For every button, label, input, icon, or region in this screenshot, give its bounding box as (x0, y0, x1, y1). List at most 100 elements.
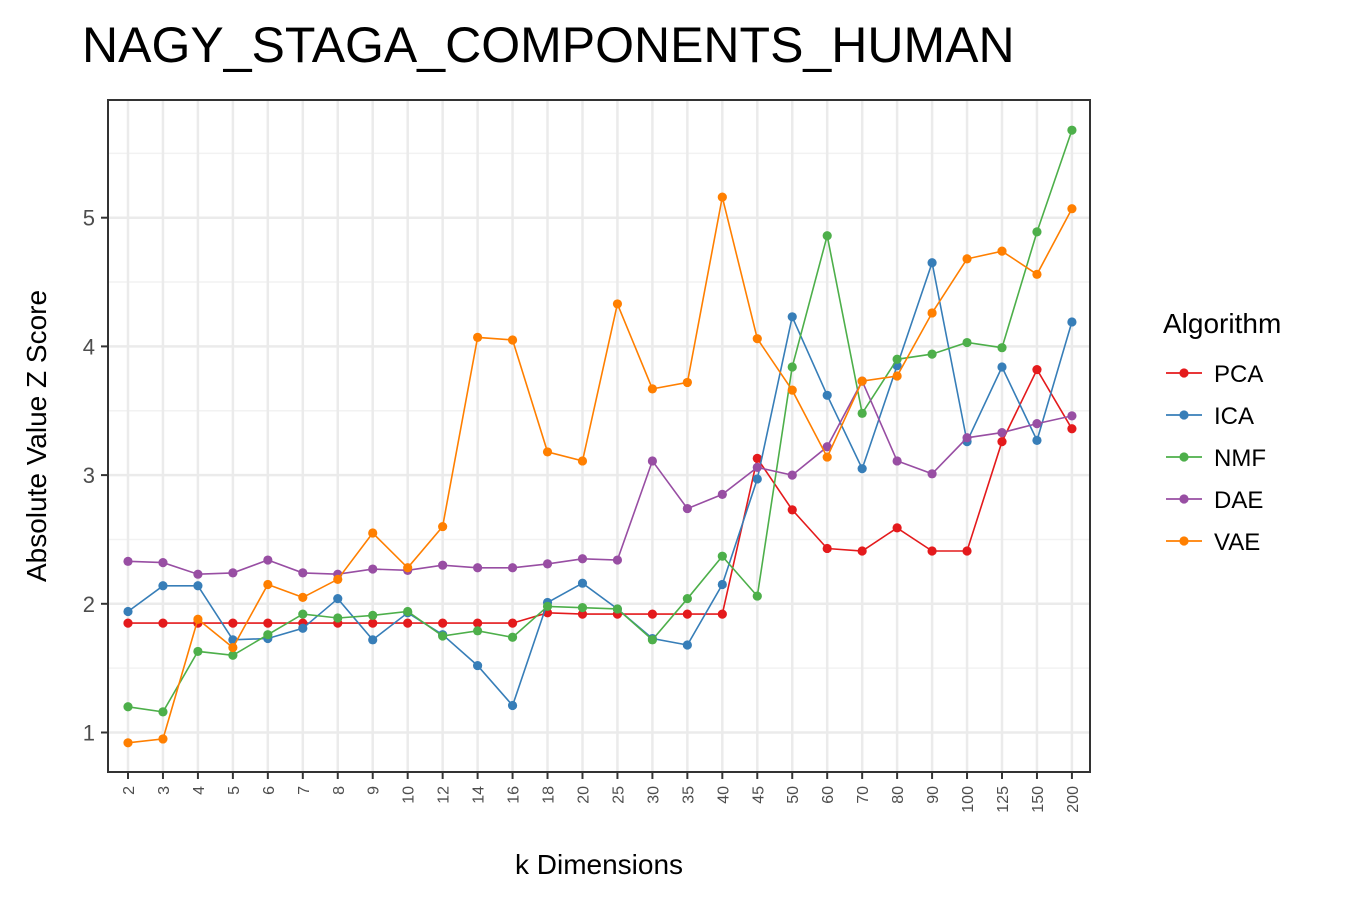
data-point-ica (193, 581, 203, 591)
data-point-vae (473, 332, 483, 342)
data-point-vae (403, 563, 413, 573)
grid-major (108, 100, 1090, 772)
data-point-nmf (263, 630, 273, 640)
data-point-dae (368, 564, 378, 574)
legend-title: Algorithm (1163, 308, 1281, 339)
data-point-vae (1032, 269, 1042, 279)
series-line-nmf (127, 129, 1073, 713)
data-point-nmf (123, 702, 133, 712)
x-tick-label: 200 (1065, 786, 1082, 813)
y-tick-label: 2 (83, 592, 95, 617)
data-point-dae (787, 470, 797, 480)
x-tick-label: 35 (680, 786, 697, 804)
series-pca (123, 364, 1077, 628)
data-point-ica (927, 258, 937, 268)
x-tick-label: 10 (401, 786, 418, 804)
legend: Algorithm PCA ICA NMF DAE VAE (1163, 308, 1281, 556)
y-axis-label: Absolute Value Z Score (21, 290, 52, 582)
data-point-nmf (368, 610, 378, 620)
series-line-vae (127, 196, 1073, 744)
series-ica (123, 258, 1077, 711)
data-point-vae (787, 385, 797, 395)
series-dae (123, 376, 1077, 579)
y-axis: 1 2 3 4 5 (83, 206, 108, 746)
data-point-pca (123, 618, 133, 628)
data-point-vae (507, 335, 518, 345)
data-point-nmf (787, 362, 797, 372)
data-point-dae (822, 442, 832, 452)
series-line-dae (127, 379, 1073, 576)
legend-label: DAE (1214, 487, 1263, 514)
x-tick-label: 18 (541, 786, 558, 804)
plot-panel-border (107, 99, 1091, 773)
y-tick-label: 3 (83, 463, 95, 488)
data-point-vae (752, 334, 762, 344)
data-point-dae (542, 559, 553, 569)
data-point-ica (787, 312, 797, 322)
legend-key-point (1179, 410, 1189, 420)
data-point-dae (962, 433, 972, 443)
data-point-dae (1067, 411, 1077, 421)
data-point-ica (333, 594, 343, 604)
legend-item-ica: ICA (1166, 403, 1254, 430)
data-point-ica (507, 700, 518, 711)
data-point-ica (473, 660, 483, 671)
data-point-ica (298, 623, 308, 633)
data-point-pca (962, 546, 972, 556)
data-point-nmf (857, 408, 867, 418)
data-point-vae (997, 246, 1007, 256)
data-point-pca (997, 437, 1007, 447)
data-point-vae (892, 371, 902, 381)
data-point-nmf (507, 632, 518, 642)
x-tick-label: 7 (296, 786, 313, 795)
data-point-nmf (682, 594, 692, 604)
y-tick-label: 5 (83, 206, 95, 231)
x-tick-label: 8 (331, 786, 348, 795)
data-point-nmf (193, 646, 203, 657)
data-point-nmf (1032, 227, 1042, 237)
data-point-ica (822, 390, 832, 400)
data-point-vae (962, 254, 972, 264)
x-tick-label: 3 (156, 786, 173, 795)
data-point-pca (158, 618, 168, 628)
data-point-ica (997, 362, 1007, 372)
x-tick-label: 25 (610, 786, 627, 804)
data-point-ica (123, 606, 133, 617)
data-point-nmf (333, 613, 343, 623)
legend-label: ICA (1214, 403, 1254, 430)
data-point-dae (927, 469, 937, 479)
y-tick-label: 1 (83, 721, 95, 746)
data-point-vae (368, 528, 378, 538)
data-point-nmf (158, 707, 168, 717)
data-point-nmf (962, 337, 972, 348)
data-point-dae (507, 563, 518, 573)
data-point-dae (298, 568, 308, 578)
data-point-nmf (647, 635, 658, 645)
legend-item-pca: PCA (1166, 361, 1263, 388)
data-point-dae (123, 556, 133, 566)
data-point-vae (612, 299, 623, 309)
data-point-pca (752, 453, 762, 463)
x-tick-label: 50 (785, 786, 802, 804)
data-point-nmf (997, 343, 1007, 353)
data-point-pca (892, 523, 902, 533)
data-point-vae (822, 452, 832, 462)
x-tick-label: 80 (890, 786, 907, 804)
data-point-nmf (577, 603, 588, 613)
series-line-pca (128, 367, 1073, 624)
x-tick-label: 45 (750, 786, 767, 804)
data-point-dae (438, 560, 448, 570)
data-point-dae (263, 555, 273, 565)
data-point-vae (298, 592, 308, 602)
data-point-nmf (717, 551, 727, 561)
data-point-nmf (1067, 125, 1077, 135)
x-tick-label: 5 (226, 786, 243, 795)
data-point-dae (473, 563, 483, 573)
data-point-dae (752, 462, 762, 472)
data-point-pca (927, 546, 937, 556)
data-point-ica (682, 640, 692, 650)
data-point-ica (752, 474, 762, 484)
data-point-ica (1067, 317, 1077, 327)
data-point-pca (577, 609, 588, 619)
legend-item-dae: DAE (1166, 487, 1263, 514)
